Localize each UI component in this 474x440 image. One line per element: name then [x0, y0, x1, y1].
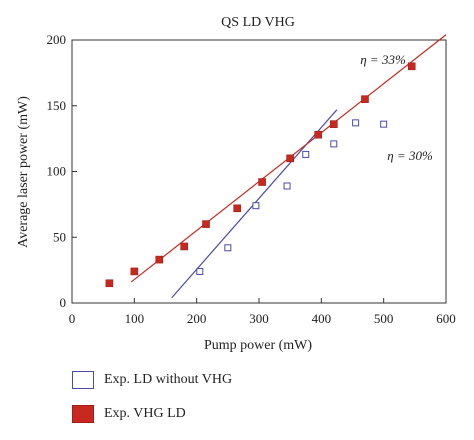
x-tick-label: 0 [69, 311, 76, 326]
y-axis-label: Average laser power (mW) [16, 96, 31, 248]
point-vhg-ld [130, 267, 139, 276]
x-tick-label: 600 [436, 311, 456, 326]
point-ld-without-vhg [252, 202, 260, 210]
point-vhg-ld [407, 62, 416, 71]
point-vhg-ld [258, 178, 266, 186]
data-points [105, 62, 416, 288]
x-tick-label: 500 [374, 311, 394, 326]
x-tick-label: 200 [187, 311, 207, 326]
point-vhg-ld [105, 279, 114, 288]
point-vhg-ld [180, 242, 188, 251]
x-axis-label: Pump power (mW) [204, 338, 312, 353]
chart-title: QS LD VHG [221, 15, 295, 30]
annotation-eta-33: η = 33% [360, 52, 406, 67]
x-tick-label: 100 [125, 311, 145, 326]
point-ld-without-vhg [224, 244, 232, 252]
annotation-eta-30: η = 30% [387, 148, 433, 163]
x-tick-label: 400 [312, 311, 332, 326]
legend: Exp. LD without VHG Exp. VHG LD [72, 366, 432, 434]
y-tick-label: 200 [47, 32, 67, 47]
point-vhg-ld [286, 154, 294, 163]
y-axis: 0 50 100 150 200 [47, 32, 77, 310]
hollow-square-swatch [72, 371, 94, 389]
legend-item-vhg-ld: Exp. VHG LD [72, 400, 432, 428]
point-vhg-ld [233, 204, 241, 213]
x-tick-label: 300 [249, 311, 269, 326]
filled-square-swatch [72, 405, 94, 423]
point-ld-without-vhg [330, 140, 338, 148]
point-ld-without-vhg [302, 150, 310, 158]
point-ld-without-vhg [352, 119, 360, 127]
point-ld-without-vhg [380, 120, 388, 128]
legend-item-ld-without-vhg: Exp. LD without VHG [72, 366, 432, 394]
point-ld-without-vhg [283, 182, 291, 190]
point-vhg-ld [329, 120, 338, 128]
legend-label: Exp. VHG LD [104, 406, 186, 421]
point-vhg-ld [314, 130, 323, 139]
point-vhg-ld [155, 255, 164, 264]
point-vhg-ld [202, 220, 210, 228]
point-vhg-ld [361, 95, 369, 103]
legend-label: Exp. LD without VHG [104, 372, 233, 387]
point-ld-without-vhg [196, 267, 204, 275]
chart-svg: QS LD VHG 0 100 200 300 400 500 600 0 50 100 150 2… [16, 15, 456, 353]
y-tick-label: 100 [47, 164, 67, 179]
y-tick-label: 150 [47, 98, 67, 113]
fit-lines [130, 34, 447, 299]
efficiency-annotations: η = 30% η = 33% [360, 52, 433, 163]
y-tick-label: 50 [53, 229, 66, 244]
x-axis: 0 100 200 300 400 500 600 [69, 298, 456, 326]
y-tick-label: 0 [60, 295, 67, 310]
